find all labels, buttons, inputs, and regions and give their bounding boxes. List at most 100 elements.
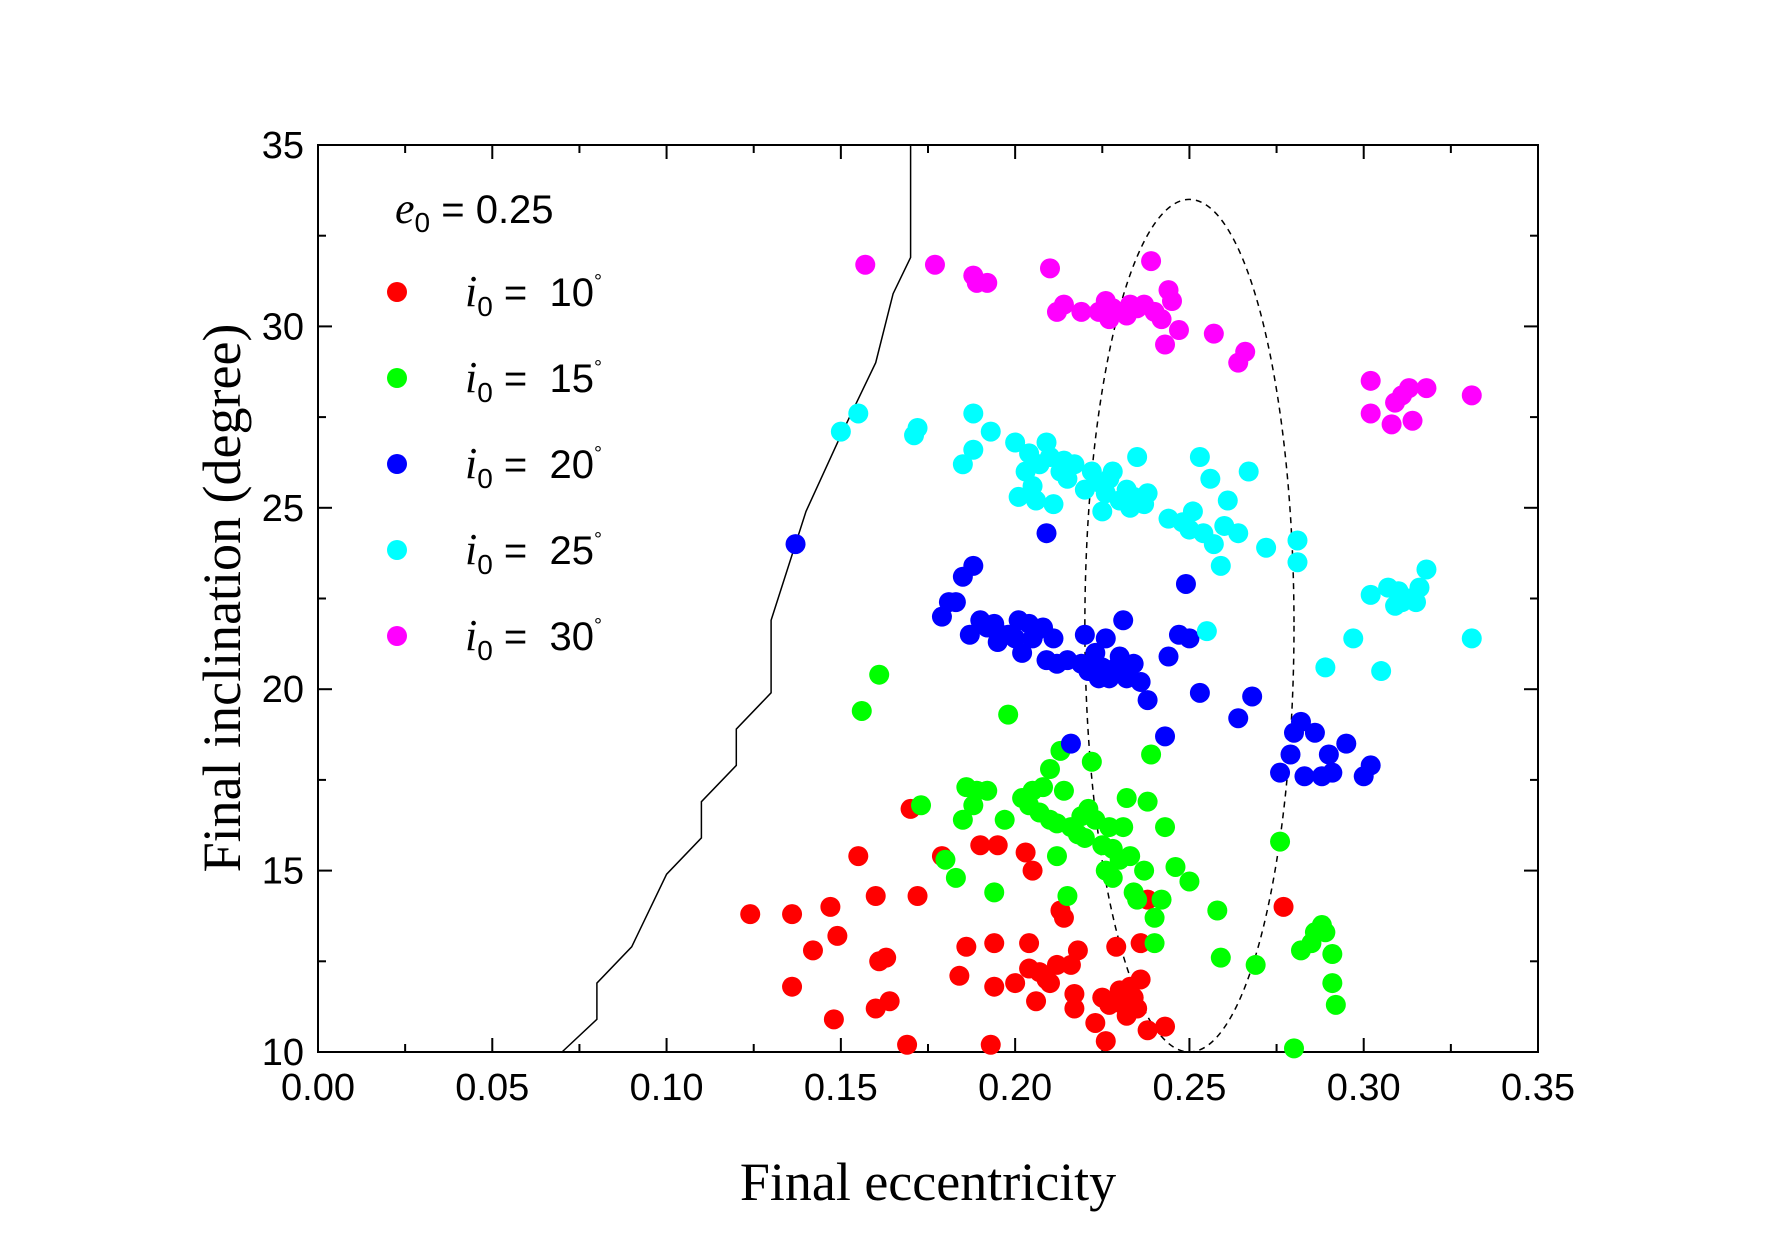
data-point	[1182, 501, 1203, 522]
data-point	[1304, 722, 1325, 743]
data-point	[1043, 628, 1064, 649]
data-point	[1102, 461, 1123, 482]
data-point	[879, 991, 900, 1012]
data-point	[1245, 954, 1266, 975]
x-axis-title: Final eccentricity	[740, 1152, 1116, 1212]
legend-label-symbol: i	[465, 267, 477, 316]
legend-label-degree: °	[594, 271, 602, 293]
data-point	[1228, 708, 1249, 729]
x-tick-label: 0.15	[804, 1067, 878, 1109]
data-point	[1127, 889, 1148, 910]
legend-marker	[387, 540, 407, 560]
legend-title: e0 = 0.25	[395, 184, 554, 238]
legend-label-value: = 15	[493, 357, 594, 401]
data-point	[1060, 733, 1081, 754]
boundary-line	[561, 145, 912, 1053]
data-point	[1022, 860, 1043, 881]
legend-label-degree: °	[594, 443, 602, 465]
data-point	[1179, 628, 1200, 649]
legend-label-value: = 20	[493, 443, 594, 487]
y-tick-label: 20	[262, 669, 304, 711]
data-point	[1130, 933, 1151, 954]
data-point	[1113, 610, 1134, 631]
data-point	[1207, 900, 1228, 921]
data-point	[1235, 341, 1256, 362]
legend-marker	[387, 368, 407, 388]
data-point	[1046, 954, 1067, 975]
data-point	[1015, 842, 1036, 863]
data-point	[802, 940, 823, 961]
data-point	[1057, 885, 1078, 906]
data-point	[1130, 671, 1151, 692]
data-point	[1270, 831, 1291, 852]
y-tick-label: 25	[262, 488, 304, 530]
data-point	[1095, 628, 1116, 649]
data-point	[1336, 733, 1357, 754]
data-point	[1409, 577, 1430, 598]
data-point	[1155, 817, 1176, 838]
legend-title-text: = 0.25	[430, 188, 553, 232]
y-tick-label: 35	[262, 125, 304, 167]
data-point	[949, 965, 970, 986]
data-point	[1137, 483, 1158, 504]
data-point	[1270, 762, 1291, 783]
data-point	[1189, 682, 1210, 703]
data-point	[1203, 323, 1224, 344]
data-point	[1360, 370, 1381, 391]
data-point	[1106, 936, 1127, 957]
data-point	[827, 925, 848, 946]
data-point	[1242, 686, 1263, 707]
data-point	[1196, 621, 1217, 642]
legend-marker	[387, 454, 407, 474]
data-point	[1137, 791, 1158, 812]
data-point	[1141, 251, 1162, 272]
data-point	[1064, 998, 1085, 1019]
data-point	[1151, 309, 1172, 330]
data-point	[1040, 759, 1060, 780]
legend-marker	[387, 626, 407, 646]
y-tick-label: 10	[262, 1032, 304, 1074]
data-point	[1158, 646, 1179, 667]
legend: e0 = 0.25 i0 = 10°i0 = 15°i0 = 20°i0 = 2…	[387, 184, 602, 666]
data-points	[740, 251, 1482, 1059]
data-point	[851, 700, 872, 721]
x-tick-label: 0.25	[1152, 1067, 1226, 1109]
data-point	[1318, 744, 1339, 765]
x-tick-label: 0.35	[1501, 1067, 1575, 1109]
data-point	[1012, 642, 1033, 663]
data-point	[1005, 432, 1026, 453]
data-point	[984, 882, 1005, 903]
series-3	[830, 403, 1482, 682]
data-point	[1040, 258, 1060, 279]
data-point	[984, 933, 1005, 954]
data-point	[1325, 994, 1346, 1015]
data-point	[1130, 969, 1151, 990]
data-point	[1238, 461, 1259, 482]
data-point	[1099, 994, 1120, 1015]
legend-label: i0 = 10°	[465, 267, 602, 322]
data-point	[830, 421, 851, 442]
data-point	[1071, 301, 1092, 322]
data-point	[1064, 454, 1085, 475]
x-tick-label: 0.30	[1327, 1067, 1401, 1109]
data-point	[785, 534, 806, 555]
data-point	[782, 904, 803, 925]
data-point	[1287, 552, 1308, 573]
data-point	[994, 809, 1015, 830]
data-point	[1155, 726, 1176, 747]
x-tick-label: 0.00	[281, 1067, 355, 1109]
data-point	[1127, 998, 1148, 1019]
legend-label-degree: °	[594, 357, 602, 379]
legend-label-degree: °	[594, 529, 602, 551]
data-point	[820, 896, 841, 917]
data-point	[1179, 871, 1200, 892]
legend-label: i0 = 25°	[465, 525, 602, 580]
data-point	[952, 454, 973, 475]
data-point	[1095, 1031, 1116, 1052]
data-point	[907, 417, 928, 438]
data-point	[1461, 385, 1482, 406]
data-point	[1402, 410, 1423, 431]
x-tick-label: 0.20	[978, 1067, 1052, 1109]
data-point	[1085, 1012, 1106, 1033]
